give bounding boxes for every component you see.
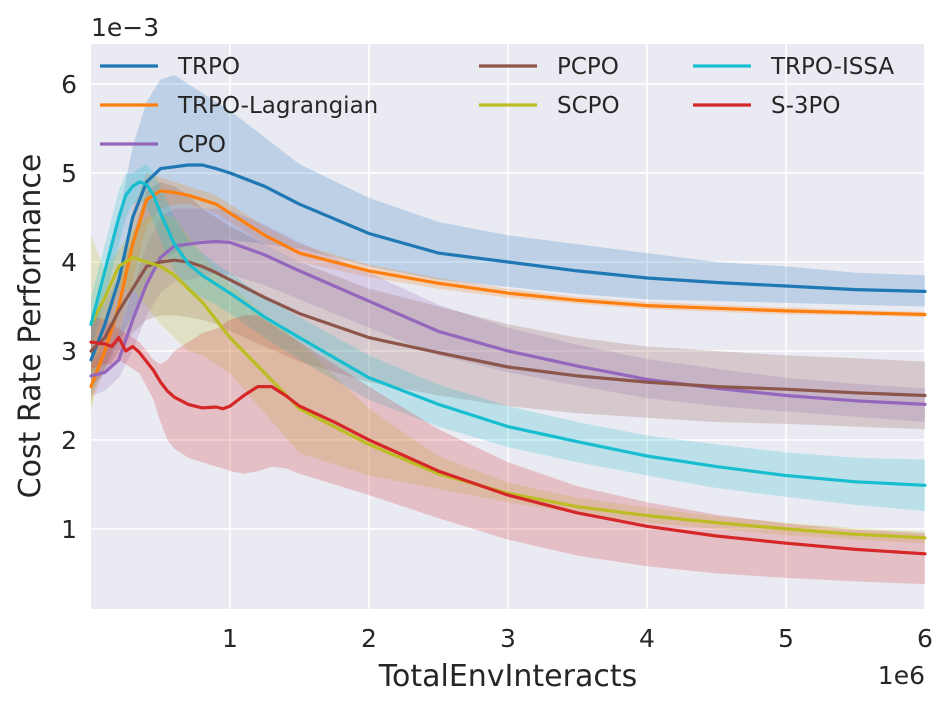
x-tick-label: 4 xyxy=(639,624,655,653)
pcpo-line xyxy=(89,258,927,398)
trpo-lagrangian-band xyxy=(91,173,925,405)
y-tick-label: 1 xyxy=(61,515,77,544)
s-3po-band xyxy=(91,315,925,585)
x-tick-label: 1 xyxy=(222,624,238,653)
x-tick-label: 6 xyxy=(917,624,933,653)
trpo-issa-line xyxy=(89,180,927,487)
legend-label-scpo: SCPO xyxy=(557,93,620,119)
y-tick-label: 4 xyxy=(61,248,77,277)
x-tick-label: 5 xyxy=(778,624,794,653)
x-axis-label: TotalEnvInteracts xyxy=(378,659,637,694)
y-offset-label: 1e−3 xyxy=(91,13,159,42)
x-tick-label: 2 xyxy=(361,624,377,653)
y-tick-label: 3 xyxy=(61,337,77,366)
trpo-line xyxy=(89,163,927,362)
y-tick-label: 5 xyxy=(61,159,77,188)
scpo-line xyxy=(89,255,927,540)
legend-label-trpo-lagrangian: TRPO-Lagrangian xyxy=(177,93,378,119)
tick-labels: 1 2 3 4 5 6 1 2 3 4 5 6 xyxy=(61,70,933,653)
y-tick-label: 6 xyxy=(61,70,77,99)
y-tick-label: 2 xyxy=(61,426,77,455)
trpo-lagrangian-line xyxy=(89,189,927,389)
legend-label-trpo: TRPO xyxy=(177,54,240,80)
legend-label-s-3po: S-3PO xyxy=(771,93,841,119)
x-offset-label: 1e6 xyxy=(878,661,925,690)
trpo-band xyxy=(91,75,925,396)
trpo-issa-band xyxy=(91,164,925,512)
s-3po-line xyxy=(89,336,927,556)
legend-label-cpo: CPO xyxy=(178,132,226,158)
legend-label-pcpo: PCPO xyxy=(557,54,619,80)
x-tick-label: 3 xyxy=(500,624,516,653)
y-axis-label: Cost Rate Performance xyxy=(13,154,48,499)
cpo-band xyxy=(91,208,925,423)
legend-label-trpo-issa: TRPO-ISSA xyxy=(770,54,894,80)
series-lines xyxy=(89,163,927,556)
pcpo-band xyxy=(91,181,925,430)
legend: TRPO TRPO-Lagrangian CPO PCPO SCPO TRPO-ISSA S… xyxy=(100,54,894,158)
